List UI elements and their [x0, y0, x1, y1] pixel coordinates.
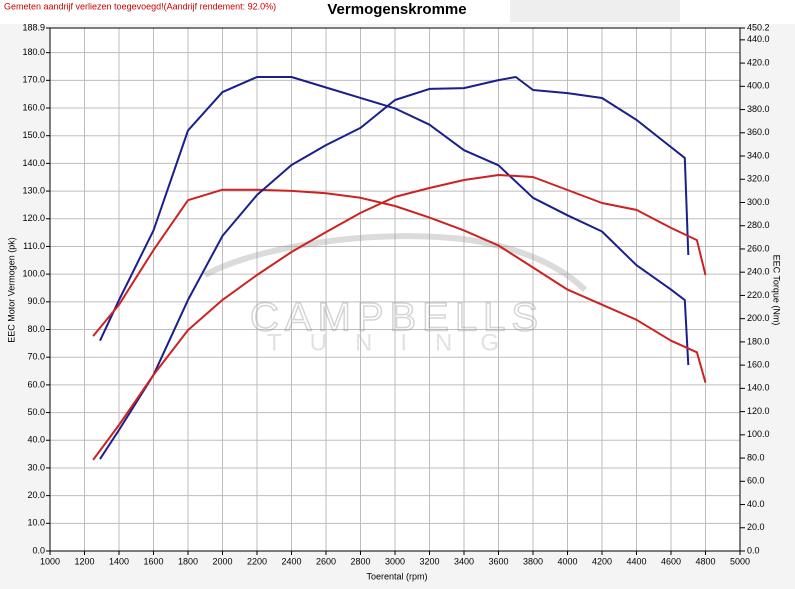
- y2-tick-label: 340.0: [747, 150, 770, 160]
- grid: [49, 27, 741, 552]
- y2-tick-label: 300.0: [747, 197, 770, 207]
- y2-tick-label: 380.0: [747, 104, 770, 114]
- watermark: CAMPBELLS TUNING: [203, 233, 588, 356]
- y2-tick-label: 420.0: [747, 57, 770, 67]
- y2-tick-label: 160.0: [747, 360, 770, 370]
- chart-title: Vermogenskromme: [327, 1, 466, 18]
- y2-tick-label: 200.0: [747, 313, 770, 323]
- x-tick-label: 1800: [178, 556, 198, 566]
- y2-tick-label: 240.0: [747, 267, 770, 277]
- y-tick-label: 160.0: [22, 102, 45, 112]
- x-tick-label: 2000: [212, 556, 232, 566]
- x-tick-label: 3800: [523, 556, 543, 566]
- y-tick-label: 50.0: [27, 407, 45, 417]
- y2-tick-label: 220.0: [747, 290, 770, 300]
- series-line: [99, 76, 690, 460]
- y2-tick-label: 280.0: [747, 220, 770, 230]
- x-tick-label: 4200: [592, 556, 612, 566]
- y-tick-label: 100.0: [22, 269, 45, 279]
- notice: Gemeten aandrijf verliezen toegevoegd!(A…: [4, 1, 276, 11]
- x-tick-label: 2600: [316, 556, 336, 566]
- x-tick-label: 3600: [488, 556, 508, 566]
- series-line: [92, 174, 707, 461]
- watermark-text: TUNING: [267, 329, 527, 356]
- x-tick-label: 4800: [695, 556, 715, 566]
- y-tick-label: 60.0: [27, 379, 45, 389]
- y2-tick-label: 0.0: [747, 545, 760, 555]
- y-tick-label: 20.0: [27, 490, 45, 500]
- y-tick-label: 130.0: [22, 185, 45, 195]
- y2-tick-label: 400.0: [747, 81, 770, 91]
- series-line: [92, 188, 707, 383]
- y2-tick-label: 360.0: [747, 127, 770, 137]
- y-tick-label: 150.0: [22, 130, 45, 140]
- y-tick-label: 120.0: [22, 213, 45, 223]
- y-tick-label: 170.0: [22, 75, 45, 85]
- x-tick-label: 2200: [247, 556, 267, 566]
- x-tick-label: 2400: [281, 556, 301, 566]
- plot-border: [49, 27, 741, 552]
- x-tick-label: 4600: [661, 556, 681, 566]
- y-tick-label: 188.9: [22, 22, 45, 32]
- y2-tick-label: 140.0: [747, 383, 770, 393]
- x-tick-label: 4400: [626, 556, 646, 566]
- y-tick-label: 30.0: [27, 462, 45, 472]
- y2-tick-label: 20.0: [747, 522, 765, 532]
- y-tick-label: 140.0: [22, 158, 45, 168]
- y2-tick-label: 120.0: [747, 406, 770, 416]
- y-tick-label: 70.0: [27, 352, 45, 362]
- y-tick-label: 80.0: [27, 324, 45, 334]
- y2-tick-label: 180.0: [747, 336, 770, 346]
- watermark-text: CAMPBELLS: [250, 296, 544, 340]
- x-tick-label: 1000: [40, 556, 60, 566]
- y-tick-label: 180.0: [22, 47, 45, 57]
- x-tick-label: 1200: [74, 556, 94, 566]
- x-tick-label: 1400: [109, 556, 129, 566]
- x-tick-label: 4000: [557, 556, 577, 566]
- x-tick-label: 2800: [350, 556, 370, 566]
- y2-axis-label: EEC Torque (Nm): [772, 255, 782, 326]
- header-box: [510, 0, 680, 22]
- y2-tick-label: 450.2: [747, 22, 770, 32]
- y-tick-label: 0.0: [32, 545, 45, 555]
- x-tick-label: 3400: [454, 556, 474, 566]
- y-axis-label: EEC Motor Vermogen (pk): [6, 237, 16, 343]
- x-tick-label: 1600: [143, 556, 163, 566]
- y-tick-label: 110.0: [23, 241, 45, 251]
- y2-tick-label: 100.0: [747, 429, 770, 439]
- y-tick-label: 40.0: [27, 435, 45, 445]
- y2-tick-label: 260.0: [747, 243, 770, 253]
- y2-tick-label: 40.0: [747, 499, 765, 509]
- series-line: [99, 76, 690, 366]
- y2-tick-label: 440.0: [747, 34, 770, 44]
- watermark-car: [203, 233, 588, 293]
- x-axis-label: Toerental (rpm): [366, 571, 427, 581]
- x-tick-label: 3000: [385, 556, 405, 566]
- x-tick-label: 5000: [730, 556, 750, 566]
- y-tick-label: 90.0: [27, 296, 45, 306]
- y2-tick-label: 80.0: [747, 452, 765, 462]
- x-tick-label: 3200: [419, 556, 439, 566]
- y2-tick-label: 320.0: [747, 174, 770, 184]
- y-tick-label: 10.0: [27, 518, 45, 528]
- y2-tick-label: 60.0: [747, 476, 765, 486]
